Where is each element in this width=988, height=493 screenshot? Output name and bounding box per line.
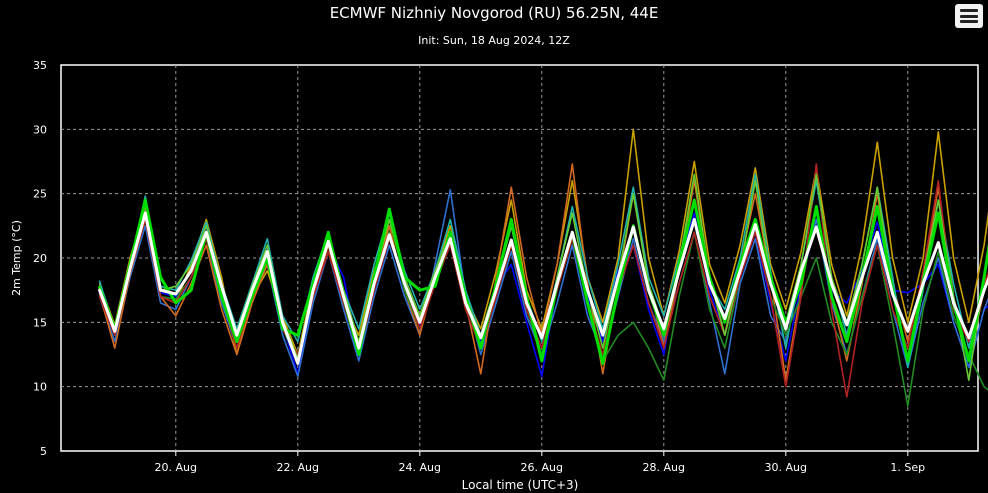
x-tick-label: 26. Aug [521, 461, 563, 474]
x-tick-label: 28. Aug [643, 461, 685, 474]
y-tick-label: 15 [33, 316, 47, 329]
chart-menu-button[interactable] [955, 4, 983, 28]
x-axis-ticks: 20. Aug 22. Aug 24. Aug 26. Aug 28. Aug 30. A… [155, 451, 925, 474]
y-tick-label: 20 [33, 252, 47, 265]
y-tick-label: 30 [33, 123, 47, 136]
series-line-control [98, 198, 988, 365]
series-line-ensemble-mean [98, 211, 988, 365]
y-axis-ticks: 5 10 15 20 25 30 35 [33, 59, 47, 458]
x-tick-label: 30. Aug [765, 461, 807, 474]
y-tick-label: 10 [33, 381, 47, 394]
menu-line-icon [960, 9, 978, 12]
series-line-member-4 [98, 163, 988, 382]
y-tick-label: 35 [33, 59, 47, 72]
chart-title: ECMWF Nizhniy Novgorod (RU) 56.25N, 44E [330, 4, 659, 22]
menu-line-icon [960, 14, 978, 18]
menu-line-icon [960, 20, 978, 23]
chart-subtitle: Init: Sun, 18 Aug 2024, 12Z [418, 34, 570, 47]
grid-layer [61, 65, 978, 451]
x-tick-label: 24. Aug [399, 461, 441, 474]
x-tick-label: 22. Aug [277, 461, 319, 474]
series-layer [98, 128, 988, 407]
y-tick-label: 25 [33, 188, 47, 201]
y-axis-label: 2m Temp (°C) [10, 220, 23, 296]
x-axis-label: Local time (UTC+3) [462, 478, 579, 492]
y-tick-label: 5 [40, 445, 47, 458]
x-tick-label: 1. Sep [890, 461, 925, 474]
x-tick-label: 20. Aug [155, 461, 197, 474]
